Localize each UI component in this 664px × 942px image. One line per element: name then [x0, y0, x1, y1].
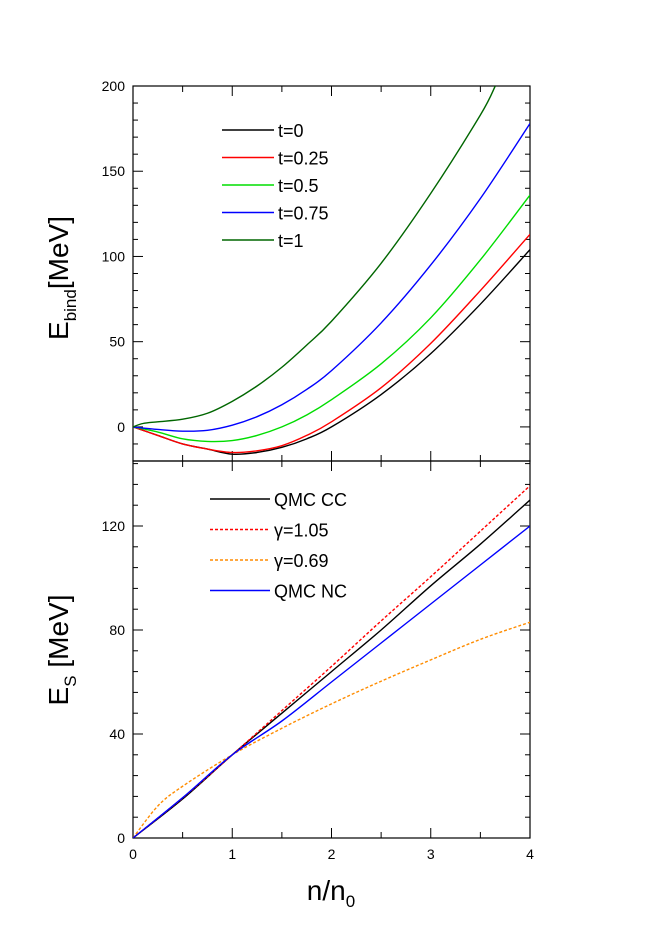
bottom-ticks: 0 40 80 120 0 1 2 3 4	[102, 461, 534, 862]
legend-label: QMC NC	[274, 582, 347, 602]
y-tick-label: 50	[109, 334, 125, 350]
series-line-t=0.75	[133, 123, 530, 432]
x-axis-title: n/n0	[307, 875, 355, 911]
y-tick-label: 0	[117, 830, 125, 846]
bottom-panel: 0 40 80 120 0 1 2 3 4 QMC CC γ=1.05 γ=0.69 QMC NC E…	[43, 460, 534, 911]
legend-label: γ=1.05	[274, 521, 329, 541]
top-y-axis-title: Ebind[MeV]	[43, 216, 80, 340]
x-tick-label: 0	[129, 846, 137, 862]
top-panel: 0 50 100 150 200 t=0 t=0.25 t=0.5 t=0.75 t=1 Ebi…	[43, 78, 531, 462]
series-line-QMC CC	[133, 499, 530, 838]
series-line-t=0	[133, 249, 530, 456]
y-tick-label: 120	[102, 518, 126, 534]
top-series	[133, 86, 530, 456]
y-tick-label: 0	[117, 419, 125, 435]
top-plot-frame	[132, 85, 531, 462]
x-tick-label: 2	[328, 846, 336, 862]
y-tick-label: 100	[102, 248, 126, 264]
y-tick-label: 150	[102, 163, 126, 179]
series-line-t=1	[133, 86, 496, 428]
legend-label: t=0	[278, 121, 304, 141]
x-axis-sub: 0	[346, 892, 355, 911]
y-tick-label: 40	[109, 726, 125, 742]
top-y-axis-sub: bind	[61, 289, 80, 321]
legend-label: t=0.75	[278, 204, 329, 224]
series-line-QMC NC	[133, 525, 530, 838]
series-line-γ=1.05	[133, 485, 530, 838]
bottom-legend: QMC CC γ=1.05 γ=0.69 QMC NC	[210, 490, 347, 602]
x-tick-label: 3	[427, 846, 435, 862]
legend-label: t=1	[278, 231, 304, 251]
legend-label: QMC CC	[274, 490, 347, 510]
x-tick-label: 4	[526, 846, 534, 862]
y-tick-label: 200	[102, 78, 126, 94]
bottom-y-axis-main: E	[43, 687, 74, 706]
top-y-axis-rest: [MeV]	[43, 216, 74, 289]
legend-label: t=0.5	[278, 176, 319, 196]
legend-label: γ=0.69	[274, 551, 329, 571]
legend-label: t=0.25	[278, 149, 329, 169]
bottom-plot-frame	[132, 460, 531, 839]
series-line-γ=0.69	[133, 621, 530, 838]
top-legend: t=0 t=0.25 t=0.5 t=0.75 t=1	[222, 121, 329, 251]
top-y-axis-main: E	[43, 321, 74, 340]
bottom-y-axis-rest: [MeV]	[43, 595, 74, 676]
x-axis-main: n/n	[307, 875, 346, 906]
series-line-t=0.5	[133, 194, 530, 443]
bottom-y-axis-title: ES [MeV]	[43, 595, 80, 706]
bottom-y-axis-sub: S	[61, 675, 80, 686]
y-tick-label: 80	[109, 622, 125, 638]
x-tick-label: 1	[228, 846, 236, 862]
series-line-t=0.25	[133, 233, 530, 454]
bottom-series	[133, 485, 530, 838]
top-ticks: 0 50 100 150 200	[102, 78, 531, 462]
